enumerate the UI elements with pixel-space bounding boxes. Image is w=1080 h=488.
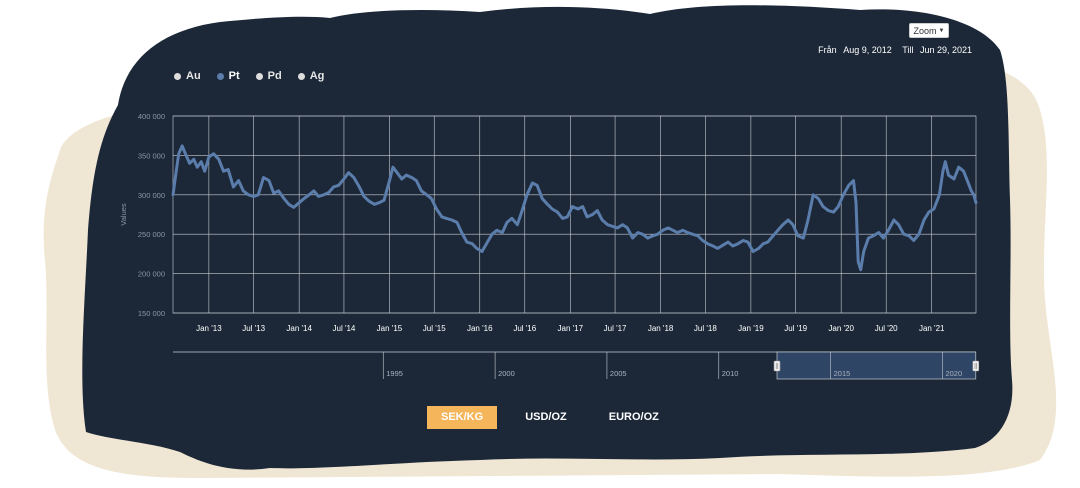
caret-down-icon: ▼ (938, 27, 945, 34)
range-from-value[interactable]: Aug 9, 2012 (843, 45, 892, 55)
legend-item-ag[interactable]: Ag (297, 70, 325, 82)
y-tick-label: 150 000 (138, 309, 165, 318)
x-tick-label: Jan '13 (196, 324, 222, 333)
range-to-value[interactable]: Jun 29, 2021 (919, 45, 972, 55)
zoom-button-label: Zoom (913, 25, 937, 36)
x-tick-label: Jul '17 (604, 324, 627, 333)
x-tick-label: Jan '14 (286, 324, 312, 333)
tab-usd-oz[interactable]: USD/OZ (525, 411, 567, 423)
legend-dot-icon (255, 72, 263, 80)
unit-tabs: SEK/KG USD/OZ EURO/OZ (427, 406, 687, 429)
tab-euro-oz[interactable]: EURO/OZ (608, 411, 659, 423)
legend-item-au[interactable]: Au (174, 70, 201, 82)
navigator-year-label: 1995 (386, 369, 403, 378)
y-tick-label: 350 000 (138, 151, 165, 160)
y-axis-title: Values (119, 203, 128, 226)
y-tick-label: 200 000 (138, 270, 165, 279)
y-tick-label: 300 000 (138, 191, 165, 200)
navigator-year-label: 2010 (722, 369, 739, 378)
legend-label: Pt (228, 70, 240, 82)
y-tick-label: 400 000 (138, 112, 165, 121)
navigator-right-handle[interactable] (972, 360, 980, 372)
navigator-year-label: 2015 (834, 369, 851, 378)
legend-label: Au (186, 70, 201, 82)
x-tick-label: Jul '16 (513, 324, 536, 333)
navigator-left-handle[interactable] (773, 360, 781, 372)
x-tick-label: Jul '15 (423, 324, 446, 333)
x-tick-label: Jul '18 (694, 324, 717, 333)
navigator-year-label: 2005 (610, 369, 627, 378)
tab-sek-kg[interactable]: SEK/KG (427, 406, 498, 429)
x-tick-label: Jul '19 (784, 324, 807, 333)
legend-item-pt[interactable]: Pt (216, 70, 240, 82)
legend-label: Ag (309, 70, 325, 82)
x-tick-label: Jul '13 (242, 324, 265, 333)
x-tick-label: Jul '20 (875, 324, 898, 333)
x-tick-label: Jan '19 (738, 324, 764, 333)
x-tick-label: Jul '14 (333, 324, 356, 333)
range-from-label: Från (818, 45, 837, 55)
range-to-label: Till (902, 45, 914, 55)
navigator-year-label: 2000 (498, 369, 515, 378)
navigator-year-label: 2020 (945, 369, 962, 378)
x-tick-label: Jan '16 (467, 324, 493, 333)
series-line-pt (171, 144, 978, 272)
legend-item-pd[interactable]: Pd (255, 70, 282, 82)
x-tick-label: Jan '20 (828, 324, 854, 333)
y-tick-label: 250 000 (138, 230, 165, 239)
zoom-button[interactable]: Zoom ▼ (909, 23, 949, 38)
x-tick-label: Jan '18 (648, 324, 674, 333)
legend-dot-icon (174, 72, 181, 80)
date-range-display: Från Aug 9, 2012 Till Jun 29, 2021 (814, 45, 972, 55)
x-tick-label: Jan '21 (919, 324, 945, 333)
x-tick-label: Jan '17 (558, 324, 584, 333)
legend-label: Pd (267, 70, 282, 82)
legend-dot-icon (297, 72, 305, 80)
chart-legend: Au Pt Pd Ag (174, 70, 324, 82)
legend-dot-icon (216, 72, 224, 80)
x-tick-label: Jan '15 (377, 324, 403, 333)
